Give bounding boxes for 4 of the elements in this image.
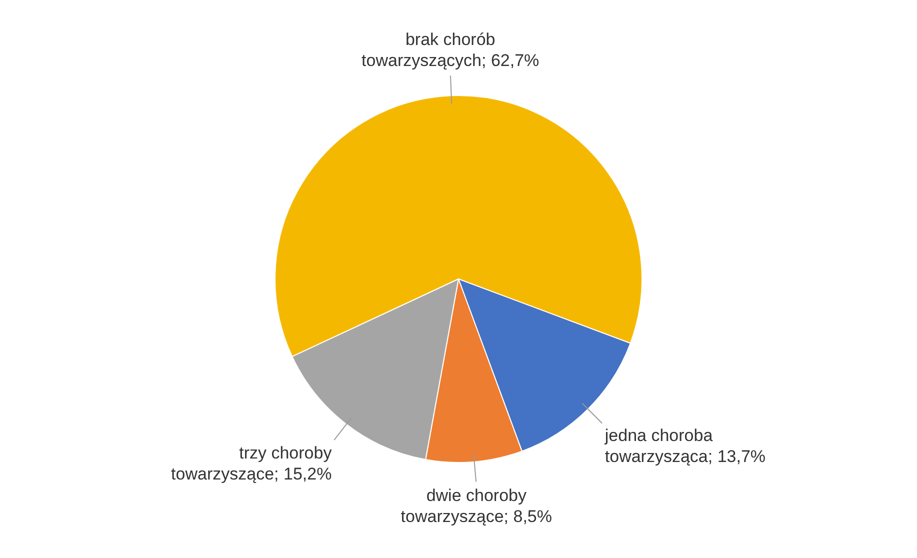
slice-label: jedna choroba towarzysząca; 13,7% [604, 426, 766, 466]
slice-label: dwie choroby towarzyszące; 8,5% [400, 486, 552, 526]
slice-label: brak chorób towarzyszących; 62,7% [362, 30, 540, 70]
slice-label: trzy choroby towarzyszące; 15,2% [171, 443, 332, 484]
